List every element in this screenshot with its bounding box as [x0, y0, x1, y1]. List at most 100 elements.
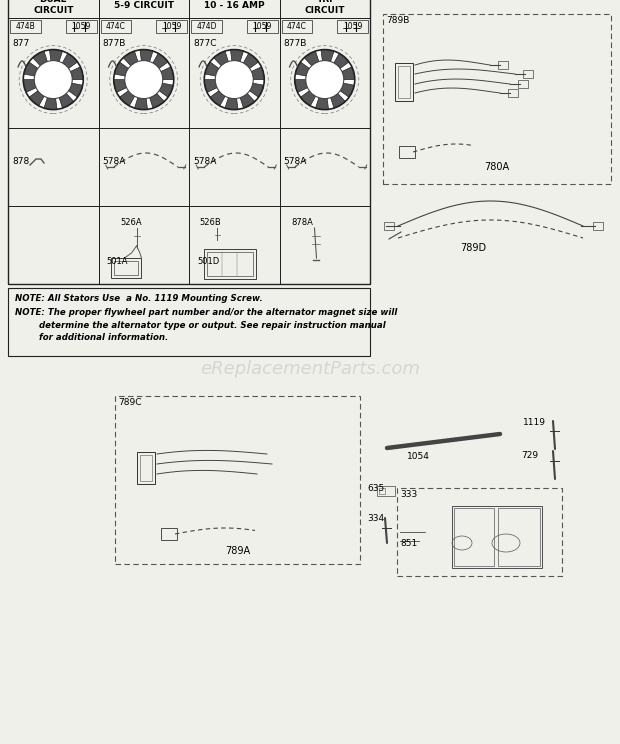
Bar	[113, 261, 138, 275]
Bar	[397, 488, 562, 576]
Polygon shape	[159, 83, 173, 97]
Polygon shape	[161, 67, 174, 80]
Circle shape	[113, 50, 174, 109]
Text: 474D: 474D	[196, 22, 216, 31]
Bar	[281, 20, 312, 33]
Text: 789B: 789B	[386, 16, 409, 25]
Bar	[189, 128, 280, 206]
Bar	[207, 252, 253, 276]
Polygon shape	[71, 67, 83, 80]
Bar	[8, 0, 370, 284]
Text: 501A: 501A	[107, 257, 128, 266]
Bar	[8, 18, 99, 128]
Circle shape	[204, 50, 264, 109]
Polygon shape	[225, 97, 238, 109]
Polygon shape	[140, 50, 153, 62]
Polygon shape	[153, 54, 168, 68]
Text: 789A: 789A	[225, 546, 250, 556]
Bar	[161, 528, 177, 540]
Polygon shape	[294, 80, 308, 92]
Bar	[8, 0, 99, 18]
Text: 1059: 1059	[343, 22, 362, 31]
Circle shape	[34, 60, 73, 99]
Text: NOTE: All Stators Use  a No. 1119 Mounting Screw.: NOTE: All Stators Use a No. 1119 Mountin…	[15, 294, 263, 303]
Polygon shape	[114, 62, 128, 76]
Polygon shape	[24, 80, 36, 92]
Bar	[508, 89, 518, 97]
Polygon shape	[252, 67, 264, 80]
Polygon shape	[24, 62, 38, 76]
Text: 729: 729	[521, 451, 538, 460]
Text: 851: 851	[400, 539, 417, 548]
Bar	[8, 288, 370, 356]
Text: 1119: 1119	[523, 418, 546, 427]
Text: 526B: 526B	[199, 218, 221, 227]
Bar	[452, 506, 542, 568]
Circle shape	[294, 50, 355, 109]
Polygon shape	[244, 54, 259, 68]
Bar	[280, 128, 370, 206]
Polygon shape	[204, 80, 217, 92]
Bar	[498, 508, 540, 566]
Bar	[398, 66, 410, 98]
Bar	[593, 222, 603, 230]
Text: 334: 334	[367, 514, 384, 523]
Bar	[189, 0, 280, 18]
Bar	[110, 258, 141, 278]
Polygon shape	[113, 80, 126, 92]
Bar	[280, 206, 370, 284]
Circle shape	[125, 60, 162, 99]
Bar	[280, 18, 370, 128]
Polygon shape	[240, 94, 255, 108]
Bar	[498, 61, 508, 69]
Bar	[189, 18, 280, 128]
Text: 878A: 878A	[291, 218, 313, 227]
Bar	[379, 488, 385, 494]
Bar	[10, 20, 41, 33]
Polygon shape	[334, 54, 349, 68]
Text: 877B: 877B	[283, 39, 307, 48]
Polygon shape	[210, 91, 225, 106]
Text: 1059: 1059	[162, 22, 181, 31]
Text: 1054: 1054	[407, 452, 430, 461]
Bar	[191, 20, 222, 33]
Circle shape	[306, 60, 343, 99]
Text: eReplacementParts.com: eReplacementParts.com	[200, 360, 420, 378]
Bar	[337, 20, 368, 33]
Polygon shape	[231, 50, 244, 62]
Bar	[140, 455, 152, 481]
Bar	[384, 222, 394, 230]
Bar	[518, 80, 528, 88]
Polygon shape	[205, 62, 219, 76]
Polygon shape	[342, 67, 355, 80]
Bar	[99, 0, 189, 18]
Polygon shape	[304, 51, 319, 65]
Bar	[383, 14, 611, 184]
Bar	[66, 20, 97, 33]
Polygon shape	[69, 83, 82, 97]
Bar	[189, 206, 280, 284]
Text: 877B: 877B	[102, 39, 126, 48]
Text: DUAL
CIRCUIT: DUAL CIRCUIT	[33, 0, 74, 15]
Polygon shape	[63, 54, 78, 68]
Text: 578A: 578A	[102, 156, 126, 165]
Text: 578A: 578A	[193, 156, 216, 165]
Text: 526A: 526A	[120, 218, 142, 227]
Polygon shape	[330, 94, 345, 108]
Circle shape	[215, 60, 253, 99]
Polygon shape	[29, 91, 44, 106]
Bar	[100, 20, 131, 33]
Text: 474C: 474C	[287, 22, 307, 31]
Text: 5-9 CIRCUIT: 5-9 CIRCUIT	[113, 1, 174, 10]
Polygon shape	[120, 91, 135, 106]
Polygon shape	[135, 97, 148, 109]
Polygon shape	[50, 50, 63, 62]
Bar	[99, 206, 189, 284]
Text: 1059: 1059	[252, 22, 272, 31]
Bar	[8, 128, 99, 206]
Polygon shape	[340, 83, 354, 97]
Text: 877C: 877C	[193, 39, 216, 48]
Polygon shape	[149, 94, 164, 108]
Text: 789D: 789D	[460, 243, 486, 253]
Bar	[156, 20, 187, 33]
